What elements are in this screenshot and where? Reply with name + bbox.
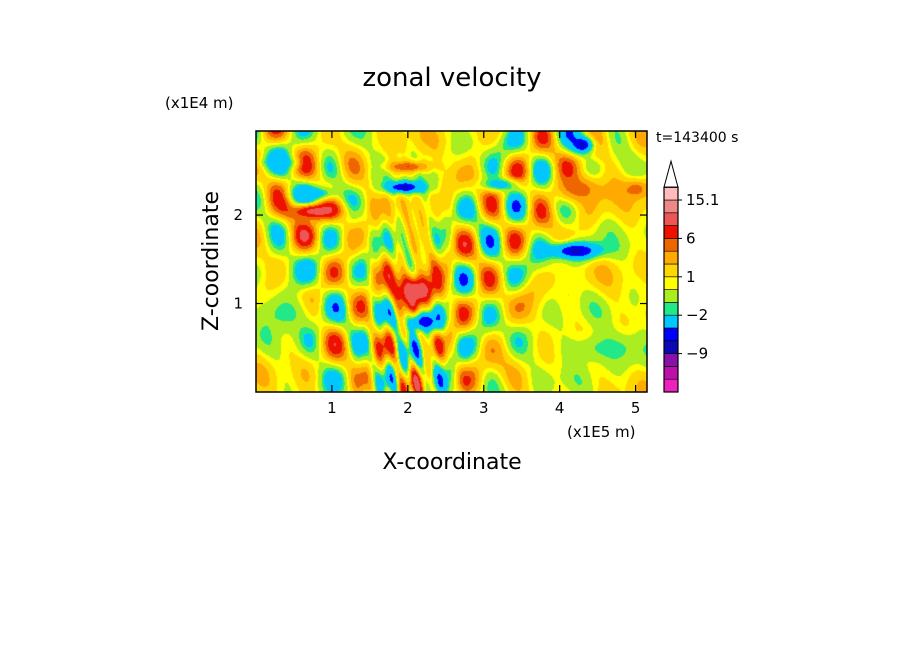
y-tick-label: 1 — [233, 295, 243, 313]
colorbar-level — [663, 314, 679, 329]
colorbar-level — [663, 199, 679, 214]
colorbar-level — [663, 225, 679, 239]
colorbar-label: 6 — [686, 229, 696, 247]
contour-field — [256, 131, 647, 392]
colorbar-level — [663, 366, 679, 380]
colorbar-level — [663, 276, 679, 290]
y-axis-ticks: 12 — [233, 206, 647, 313]
chart-title: zonal velocity — [362, 63, 541, 93]
colorbar-level — [663, 238, 679, 252]
colorbar-level — [663, 327, 679, 342]
x-axis-label: X-coordinate — [382, 450, 521, 475]
x-tick-label: 2 — [403, 399, 413, 417]
x-tick-label: 3 — [479, 399, 489, 417]
x-tick-label: 4 — [555, 399, 565, 417]
colorbar-label: −2 — [686, 306, 708, 324]
colorbar-label: 15.1 — [686, 191, 719, 209]
x-axis-ticks: 1 2 3 4 5 — [327, 131, 640, 417]
colorbar-label: 1 — [686, 268, 696, 286]
y-axis-unit: (x1E4 m) — [165, 94, 234, 112]
y-axis-label: Z-coordinate — [199, 191, 224, 331]
colorbar-label: −9 — [686, 345, 708, 363]
colorbar-level — [663, 186, 679, 201]
colorbar-frame — [663, 186, 679, 393]
time-label: t=143400 s — [656, 130, 738, 146]
colorbar-level — [663, 302, 679, 316]
x-tick-label: 1 — [327, 399, 337, 417]
colorbar-level — [663, 340, 679, 354]
colorbar-level — [663, 212, 679, 226]
colorbar-level — [663, 289, 679, 303]
plot-area — [256, 131, 647, 392]
colorbar: 15.1 6 1 −2 −9 — [663, 159, 719, 393]
colorbar-level — [663, 263, 679, 278]
colorbar-level — [663, 250, 679, 265]
x-axis-unit: (x1E5 m) — [567, 423, 636, 441]
plot-frame — [255, 130, 648, 393]
x-tick-label: 5 — [631, 399, 641, 417]
colorbar-level — [663, 353, 679, 367]
colorbar-level — [663, 378, 679, 393]
y-tick-label: 2 — [233, 206, 243, 224]
